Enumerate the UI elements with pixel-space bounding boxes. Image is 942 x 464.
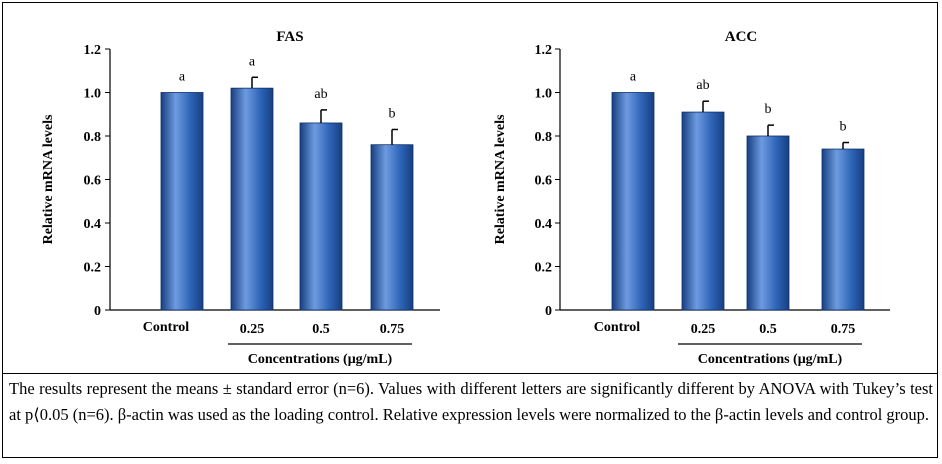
significance-letter: a xyxy=(179,70,186,85)
y-axis-label: Relative mRNA levels xyxy=(41,114,56,244)
y-tick-label: 0 xyxy=(545,304,552,319)
chart-title: FAS xyxy=(276,29,303,45)
bar xyxy=(746,135,790,311)
y-tick-label: 1.0 xyxy=(535,87,553,102)
x-axis-label: Concentrations (μg/mL) xyxy=(698,352,843,367)
x-category-label: 0.25 xyxy=(691,322,716,337)
caption-divider xyxy=(2,373,938,374)
figure-caption: The results represent the means ± standa… xyxy=(9,379,933,424)
fas-chart: FAS Relative mRNA levels 0 0.2 0.4 0.6 0.8 1.0 1… xyxy=(41,29,440,367)
y-tick-label: 0.4 xyxy=(84,217,102,232)
bar xyxy=(370,144,414,311)
significance-letter: b xyxy=(389,106,396,121)
y-tick-label: 1.0 xyxy=(84,87,102,102)
significance-letter: a xyxy=(630,70,637,85)
y-tick-label: 0.8 xyxy=(535,130,553,145)
y-tick-label: 0 xyxy=(94,304,101,319)
bar xyxy=(821,148,865,311)
significance-letter: a xyxy=(249,54,256,69)
y-tick-label: 0.4 xyxy=(535,217,553,232)
significance-letter: b xyxy=(840,120,847,135)
y-tick-label: 0.6 xyxy=(84,174,102,189)
significance-letter: b xyxy=(765,102,772,117)
y-tick-label: 1.2 xyxy=(84,43,102,58)
y-tick-label: 0.6 xyxy=(535,174,553,189)
x-category-label: 0.5 xyxy=(759,322,777,337)
y-tick-label: 0.2 xyxy=(84,261,102,276)
y-tick-label: 0.2 xyxy=(535,261,553,276)
x-axis-label: Concentrations (μg/mL) xyxy=(248,352,393,367)
x-category-label: Control xyxy=(594,320,641,335)
y-tick-label: 1.2 xyxy=(535,43,553,58)
significance-letter: ab xyxy=(696,78,709,93)
bar xyxy=(230,87,274,311)
acc-chart: ACC Relative mRNA levels 0 0.2 0.4 0.6 0.8 1.0 1… xyxy=(493,29,890,367)
x-category-label: 0.25 xyxy=(240,322,265,337)
significance-letter: ab xyxy=(314,87,327,102)
figure-frame xyxy=(2,2,938,458)
bar xyxy=(299,122,343,311)
bar xyxy=(611,92,655,311)
x-category-label: 0.75 xyxy=(380,322,405,337)
x-category-label: 0.5 xyxy=(312,322,330,337)
y-axis-label: Relative mRNA levels xyxy=(493,114,508,244)
x-category-label: 0.75 xyxy=(831,322,856,337)
y-tick-label: 0.8 xyxy=(84,130,102,145)
bar xyxy=(160,92,204,311)
x-category-label: Control xyxy=(143,320,190,335)
bar xyxy=(681,111,725,311)
chart-title: ACC xyxy=(725,29,758,45)
